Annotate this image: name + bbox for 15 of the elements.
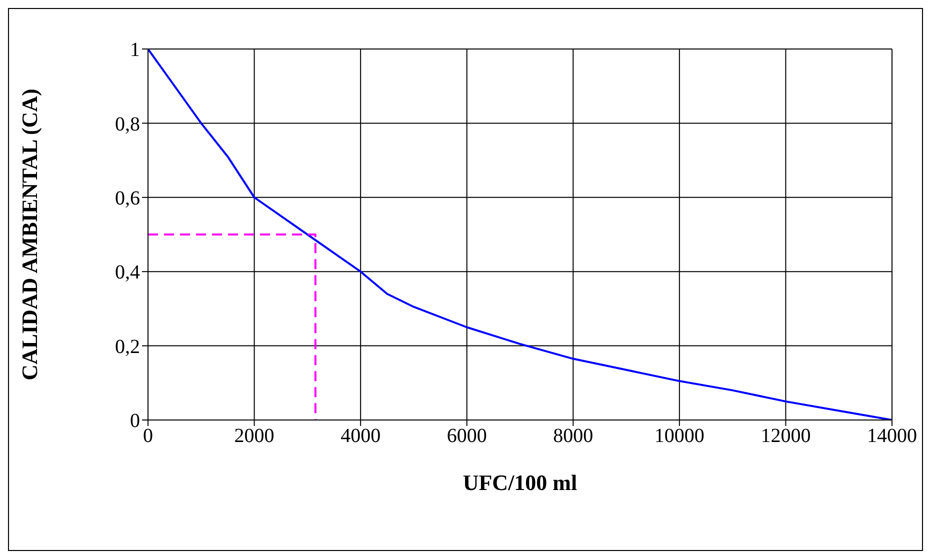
y-tick-label: 0,6 xyxy=(115,188,140,210)
y-tick-label: 0,2 xyxy=(115,336,140,358)
y-tick-label: 0,8 xyxy=(115,113,140,136)
y-axis-title: CALIDAD AMBIENTAL (CA) xyxy=(16,88,42,380)
y-tick-label: 0 xyxy=(130,410,140,432)
x-tick-label: 8000 xyxy=(553,425,594,448)
x-tick-label: 2000 xyxy=(234,425,274,448)
x-tick-label: 12000 xyxy=(760,425,811,448)
y-tick-label: 1 xyxy=(130,39,140,62)
y-tick-label: 0,4 xyxy=(115,262,140,284)
x-tick-label: 10000 xyxy=(654,425,704,448)
x-tick-label: 14000 xyxy=(867,425,917,448)
x-tick-label: 4000 xyxy=(340,425,381,448)
x-tick-label: 6000 xyxy=(446,425,487,448)
x-axis-title: UFC/100 ml xyxy=(462,470,578,495)
